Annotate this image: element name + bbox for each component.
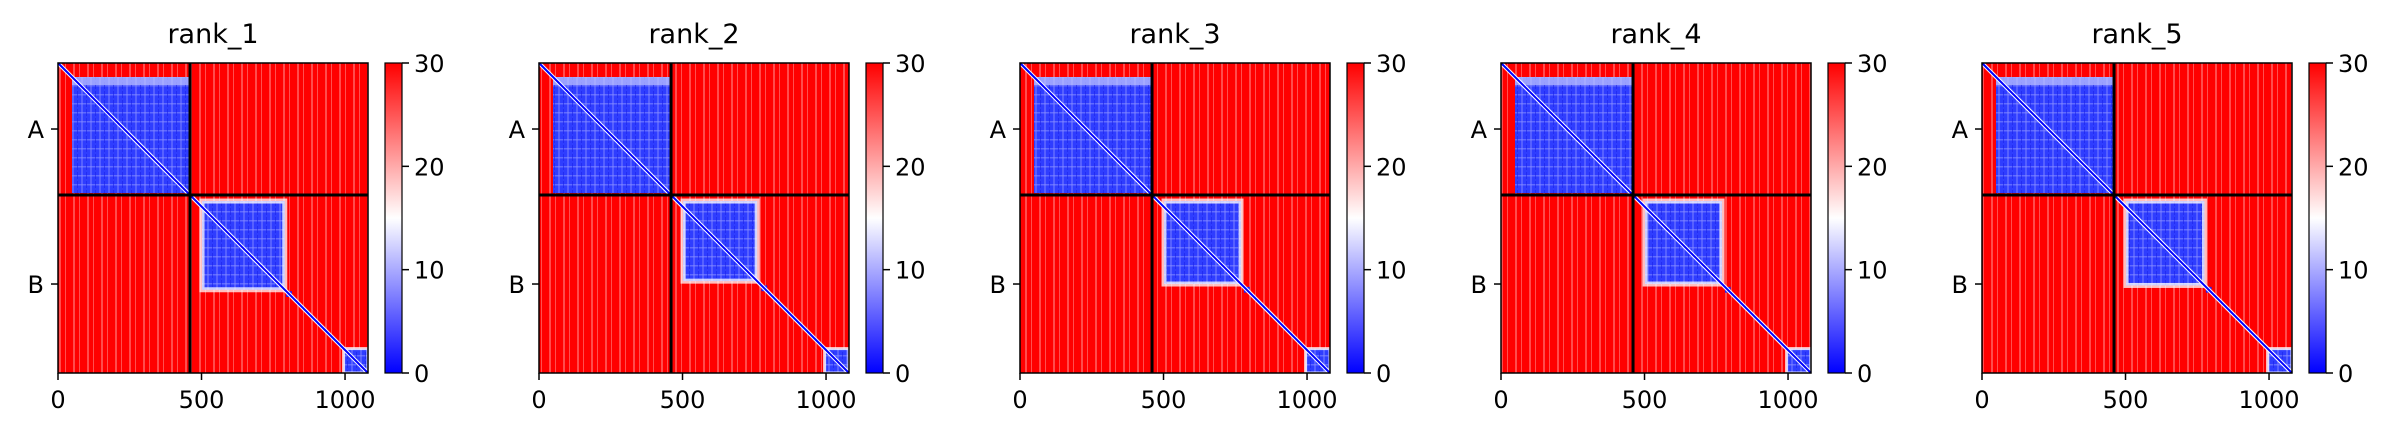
colorbar-tick-label: 30: [895, 50, 926, 78]
heatmap-frame: [1981, 62, 2293, 374]
y-tick-label: B: [1471, 271, 1487, 299]
x-tick-label: 500: [179, 386, 225, 414]
colorbar-tick-label: 30: [414, 50, 445, 78]
colorbar-tick-label: 10: [1376, 257, 1407, 285]
y-tick-label: B: [990, 271, 1006, 299]
y-tick-label: B: [1952, 271, 1968, 299]
y-tick-label: B: [28, 271, 44, 299]
diagonal-line: [1981, 62, 2293, 374]
heatmap-block-B-edge: [199, 198, 288, 293]
heatmap-block-B-edge: [1161, 198, 1244, 287]
colorbar-tick-label: 0: [895, 360, 910, 388]
colorbar-tick-label: 10: [2338, 257, 2369, 285]
panel-title: rank_1: [167, 19, 258, 50]
panel-title: rank_5: [2091, 19, 2182, 50]
diagonal-line: [1019, 62, 1331, 374]
x-tick-label: 1000: [1276, 386, 1337, 414]
colorbar: [1827, 62, 1846, 374]
heatmap-block-B-edge: [2123, 198, 2207, 288]
colorbar: [1346, 62, 1365, 374]
heatmap-block-A-edge: [1996, 77, 2115, 85]
colorbar-tick-label: 30: [1376, 50, 1407, 78]
heatmap-block-A-edge: [72, 77, 191, 85]
x-tick-label: 0: [531, 386, 546, 414]
colorbar-tick-label: 20: [1857, 153, 1888, 181]
panel-2: rank_2 0 500 1000 A B 0 10 20 30: [509, 19, 926, 414]
colorbar-tick-label: 10: [414, 257, 445, 285]
panel-title: rank_2: [648, 19, 739, 50]
x-tick-label: 0: [1012, 386, 1027, 414]
heatmap-block-B-edge: [680, 198, 760, 284]
x-tick-label: 0: [1493, 386, 1508, 414]
colorbar-tick-label: 20: [414, 153, 445, 181]
panel-title: rank_4: [1610, 19, 1701, 50]
heatmap-block-A-edge: [1034, 77, 1153, 85]
colorbar: [2308, 62, 2327, 374]
x-tick-label: 1000: [314, 386, 375, 414]
y-tick-label: A: [509, 116, 526, 144]
colorbar-tick-label: 30: [1857, 50, 1888, 78]
colorbar-tick-label: 10: [895, 257, 926, 285]
x-tick-label: 500: [1622, 386, 1668, 414]
heatmap-block-A-edge: [553, 77, 672, 85]
y-tick-label: A: [1471, 116, 1488, 144]
panel-1: rank_1 0 500 1000 A B 0 10 20 30: [28, 19, 445, 414]
heatmap-frame: [57, 62, 369, 374]
panel-3: rank_3 0 500 1000 A B 0 10 20 30: [990, 19, 1407, 414]
x-tick-label: 0: [50, 386, 65, 414]
x-tick-label: 0: [1974, 386, 1989, 414]
x-tick-label: 500: [2103, 386, 2149, 414]
x-tick-label: 1000: [795, 386, 856, 414]
y-tick-label: A: [1952, 116, 1969, 144]
colorbar: [384, 62, 403, 374]
colorbar-tick-label: 10: [1857, 257, 1888, 285]
heatmap-frame: [1500, 62, 1812, 374]
colorbar-tick-label: 20: [1376, 153, 1407, 181]
diagonal-line: [57, 62, 369, 374]
panel-title: rank_3: [1129, 19, 1220, 50]
diagonal-line: [1500, 62, 1812, 374]
colorbar-tick-label: 20: [895, 153, 926, 181]
colorbar-tick-label: 20: [2338, 153, 2369, 181]
colorbar: [865, 62, 884, 374]
x-tick-label: 500: [660, 386, 706, 414]
colorbar-tick-label: 0: [2338, 360, 2353, 388]
heatmap-block-B-edge: [1642, 198, 1725, 287]
diagonal-line: [538, 62, 850, 374]
panel-5: rank_5 0 500 1000 A B 0 10 20 30: [1952, 19, 2369, 414]
y-tick-label: B: [509, 271, 525, 299]
colorbar-tick-label: 0: [1376, 360, 1391, 388]
panel-4: rank_4 0 500 1000 A B 0 10 20 30: [1471, 19, 1888, 414]
colorbar-tick-label: 0: [414, 360, 429, 388]
x-tick-label: 500: [1141, 386, 1187, 414]
x-tick-label: 1000: [1757, 386, 1818, 414]
colorbar-tick-label: 0: [1857, 360, 1872, 388]
heatmap-block-A-edge: [1515, 77, 1634, 85]
y-tick-label: A: [990, 116, 1007, 144]
heatmap-frame: [538, 62, 850, 374]
x-tick-label: 1000: [2238, 386, 2299, 414]
heatmap-frame: [1019, 62, 1331, 374]
colorbar-tick-label: 30: [2338, 50, 2369, 78]
y-tick-label: A: [28, 116, 45, 144]
